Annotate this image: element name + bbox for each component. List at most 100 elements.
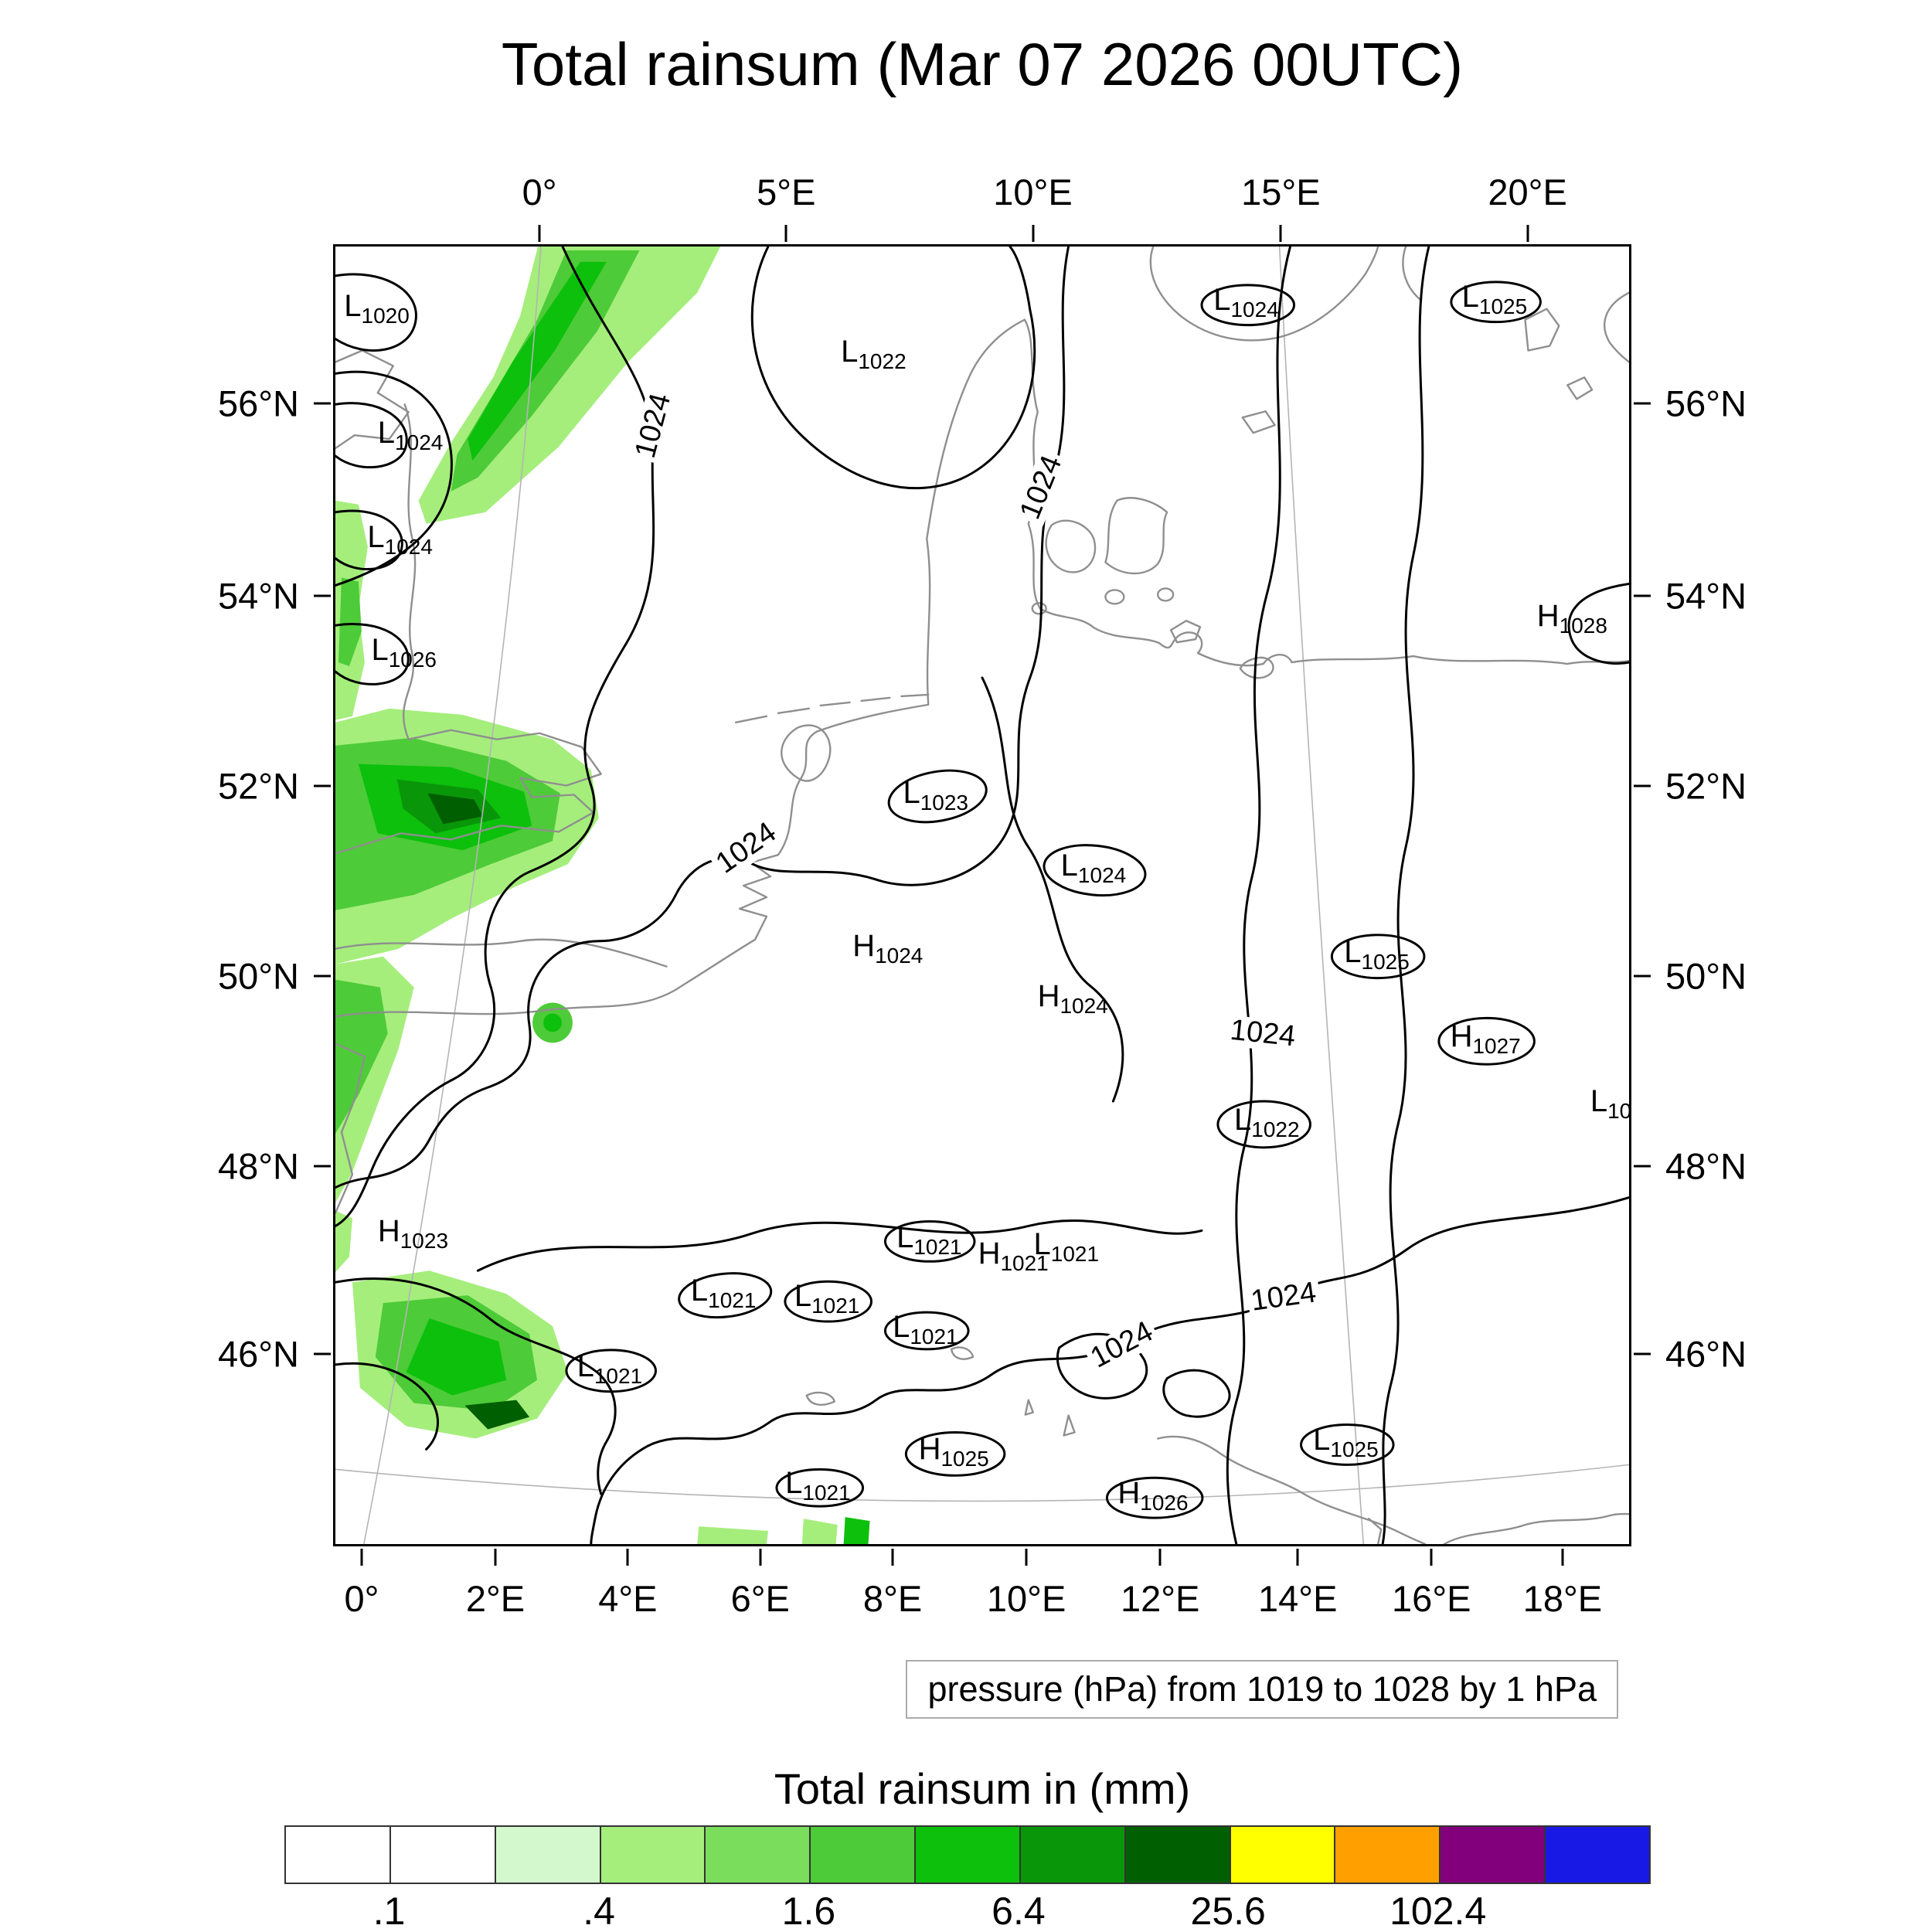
rain-patch	[801, 1519, 838, 1544]
pressure-center-value: 1021	[708, 1288, 757, 1313]
rain-shading	[335, 247, 870, 1544]
pressure-center-value: 1028	[1559, 614, 1607, 638]
colorbar-segment	[1125, 1827, 1231, 1883]
pressure-center-value: 1025	[1478, 294, 1528, 319]
pressure-center-label: H1021	[978, 1238, 1049, 1274]
axis-label-left: 52°N	[217, 765, 299, 807]
axis-label-bottom: 4°E	[598, 1578, 658, 1619]
pressure-center-letter: L	[1344, 935, 1362, 970]
axis-tick-right	[1634, 1165, 1651, 1168]
pressure-center-value: 1023	[400, 1229, 449, 1253]
map-frame: L1020 L1024 L1024 L1026 L1022 L1024 L1025 H1028…	[333, 244, 1631, 1546]
isobar-loop	[883, 1219, 976, 1263]
pressure-center-letter: H	[1536, 599, 1560, 634]
pressure-center-label: L1025	[1344, 935, 1410, 973]
colorbar-tick-label: 1.6	[781, 1889, 836, 1932]
pressure-center-value: 1021	[594, 1363, 643, 1388]
pressure-center-label: L1020	[344, 288, 410, 327]
pressure-center-letter: L	[690, 1274, 709, 1308]
axis-tick-top	[538, 225, 541, 242]
axis-label-right: 52°N	[1665, 765, 1747, 807]
axis-tick-bottom	[1296, 1549, 1299, 1566]
colorbar-segment	[706, 1827, 811, 1883]
axis-tick-top	[1526, 225, 1529, 242]
axis-tick-left	[314, 402, 331, 405]
isobar-loop	[1300, 1423, 1395, 1466]
pressure-center-label: H1027	[1451, 1021, 1521, 1057]
pressure-center-label: H1028	[1536, 599, 1607, 637]
isobar-loop	[883, 1311, 970, 1351]
pressure-center-label: L1021	[785, 1468, 851, 1504]
isobars	[335, 247, 1629, 1544]
isobar-loop	[887, 769, 988, 824]
coastline-path	[1443, 1512, 1629, 1544]
pressure-center-letter: H	[1037, 979, 1060, 1014]
pressure-center-value: 1024	[1060, 994, 1108, 1019]
axis-label-bottom: 6°E	[730, 1578, 790, 1619]
colorbar-segment	[916, 1827, 1021, 1883]
pressure-center-label: H1024	[1037, 979, 1108, 1017]
axis-tick-bottom	[1158, 1549, 1162, 1566]
isobar-path	[981, 676, 1124, 1103]
axis-label-left: 50°N	[217, 955, 299, 997]
contour-label: 1024	[1014, 448, 1070, 527]
axis-label-bottom: 18°E	[1522, 1578, 1603, 1619]
contour-label: 1024	[1083, 1315, 1162, 1376]
coastline-path	[738, 730, 818, 940]
contour-label: 1024	[629, 386, 679, 464]
pressure-center-label: L1021	[896, 1222, 962, 1258]
coastlines	[335, 247, 1629, 1544]
pressure-center-letter: H	[377, 1214, 400, 1249]
axis-label-bottom: 16°E	[1392, 1578, 1471, 1619]
isobar-path	[750, 247, 1036, 490]
isobar-path	[476, 1219, 1203, 1272]
pressure-center-value: 1024	[875, 943, 923, 968]
isobar-path	[1226, 247, 1292, 1544]
isobar-loop	[1330, 934, 1426, 980]
coastline-path	[1104, 497, 1168, 575]
pressure-center-label: L1026	[371, 634, 437, 671]
axis-label-right: 46°N	[1665, 1333, 1747, 1375]
colorbar-segment	[495, 1827, 601, 1883]
coastline-path	[335, 349, 410, 450]
isobar-loop	[1200, 284, 1296, 327]
coastline-path	[1045, 519, 1097, 573]
pressure-center-label: H1025	[919, 1434, 989, 1470]
pressure-center-label: L1024	[1213, 282, 1279, 321]
pressure-center-label: L10	[1590, 1086, 1629, 1122]
rain-patch	[543, 1013, 562, 1032]
pressure-center-letter: L	[893, 1310, 910, 1345]
pressure-center-label: H1023	[377, 1214, 448, 1252]
pressure-center-label: L1022	[841, 336, 906, 372]
colorbar-segment	[1020, 1827, 1126, 1883]
coastline-path	[335, 938, 757, 1018]
rain-patch	[335, 1210, 352, 1273]
page-title: Total rainsum (Mar 07 2026 00UTC)	[501, 30, 1464, 98]
pressure-center-letter: L	[903, 775, 920, 810]
pressure-center-value: 1022	[1251, 1117, 1300, 1141]
axis-label-right: 48°N	[1665, 1145, 1747, 1187]
rain-patch	[427, 793, 484, 825]
coastline-path	[402, 403, 417, 740]
isobar-loop	[1216, 1100, 1311, 1149]
coastline-path	[1368, 1517, 1383, 1544]
rain-patch	[464, 1400, 530, 1430]
colorbar-tick-label: 102.4	[1389, 1889, 1487, 1932]
pressure-center-value: 1024	[1230, 297, 1279, 321]
pressure-center-value: 1026	[388, 647, 437, 672]
pressure-center-letter: L	[1213, 282, 1231, 317]
colorbar-title: Total rainsum in (mm)	[774, 1764, 1191, 1813]
pressure-center-label: L1021	[1034, 1229, 1100, 1265]
pressure-center-letter: L	[344, 288, 362, 323]
colorbar-segment	[390, 1827, 496, 1883]
isobar-loop	[904, 1431, 1006, 1477]
coastline-path	[781, 724, 832, 782]
pressure-center-value: 1025	[1361, 950, 1410, 975]
axis-tick-bottom	[1561, 1549, 1564, 1566]
colorbar-tick-label: 25.6	[1190, 1889, 1266, 1932]
axis-label-right: 50°N	[1665, 955, 1747, 997]
isobar-path	[335, 402, 408, 469]
coastline-path	[1024, 1399, 1076, 1437]
axis-label-left: 46°N	[217, 1333, 299, 1375]
graticule-line	[335, 1464, 1629, 1502]
